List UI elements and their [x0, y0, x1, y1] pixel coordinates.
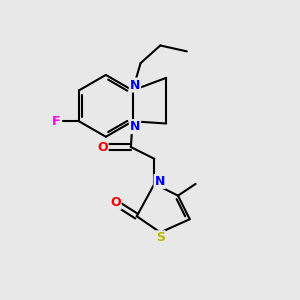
- Text: N: N: [130, 120, 140, 133]
- Text: N: N: [154, 175, 165, 188]
- Text: N: N: [130, 79, 140, 92]
- Text: F: F: [52, 115, 61, 128]
- Text: O: O: [97, 141, 108, 154]
- Text: O: O: [110, 196, 121, 209]
- Text: S: S: [156, 231, 165, 244]
